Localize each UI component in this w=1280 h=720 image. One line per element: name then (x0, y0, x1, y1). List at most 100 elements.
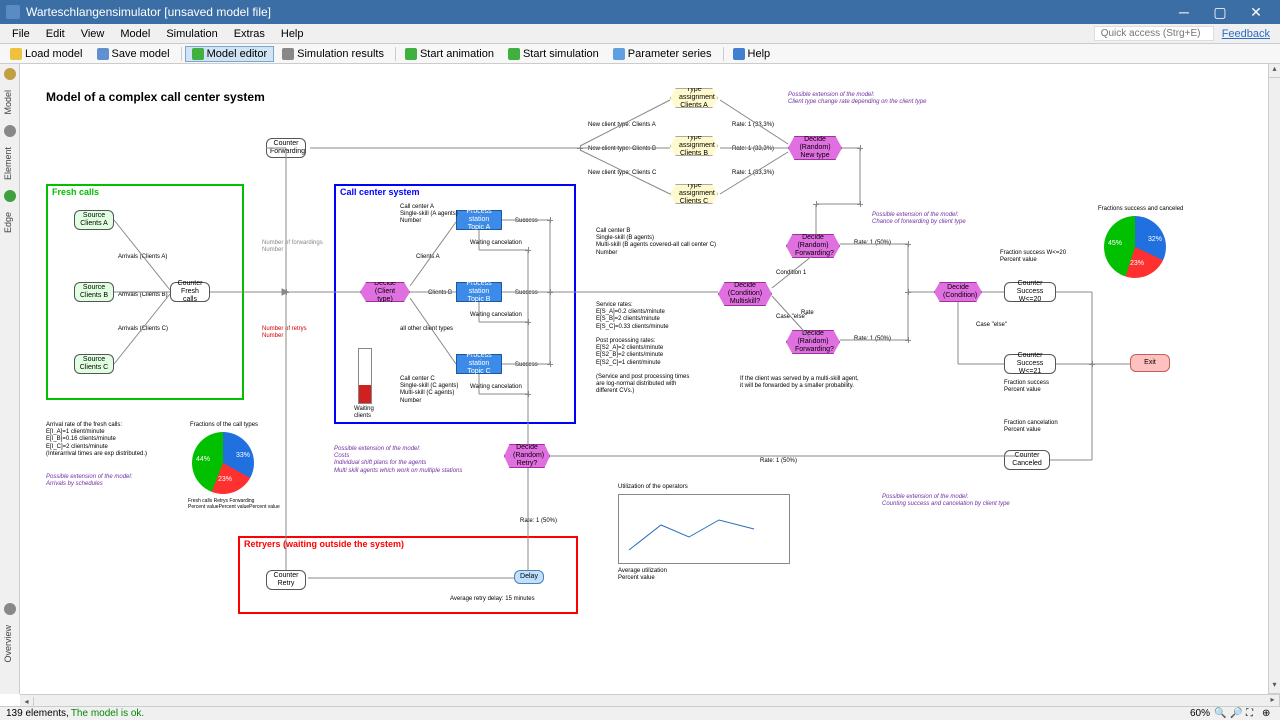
save-model-button[interactable]: Save model (91, 47, 176, 61)
label: Help (748, 48, 771, 60)
junction (547, 289, 553, 295)
label-rate50-1: Rate: 1 (50%) (854, 240, 891, 247)
model-editor-button[interactable]: Model editor (185, 46, 275, 62)
model-status: The model is ok. (71, 708, 144, 719)
zoom-in-icon[interactable]: 🔎 (1230, 708, 1242, 720)
overview-tab-icon[interactable] (4, 603, 16, 615)
label-success-b: Success (515, 290, 538, 297)
label-arrivals-b: Arrivals (Clients B) (118, 292, 168, 299)
element-tab[interactable]: Element (0, 141, 16, 186)
node-exit[interactable]: Exit (1130, 354, 1170, 372)
junction (525, 319, 531, 325)
chart-waiting-clients[interactable] (358, 348, 372, 404)
menu-extras[interactable]: Extras (226, 26, 273, 42)
node-decide-forwarding2[interactable]: Decide (Random) Forwarding? (786, 330, 840, 354)
node-decide-retry[interactable]: Decide (Random) Retry? (504, 444, 550, 468)
quick-access-input[interactable] (1094, 26, 1214, 41)
parameter-series-button[interactable]: Parameter series (607, 47, 718, 61)
menu-edit[interactable]: Edit (38, 26, 73, 42)
label-new-b: New client type: Clients B (588, 146, 656, 153)
node-counter-fresh[interactable]: Counter Fresh calls (170, 282, 210, 302)
node-delay[interactable]: Delay (514, 570, 544, 584)
label-arrivals-a: Arrivals (Clients A) (118, 254, 167, 261)
group-label: Call center system (340, 187, 420, 197)
label-rate: Rate (801, 310, 814, 317)
pie1-l1: 33% (236, 452, 250, 460)
note-frac-succ20: Fraction success W<=20 Percent value (1000, 250, 1066, 264)
label: Load model (25, 48, 83, 60)
zoom-fit-icon[interactable]: ⛶ (1246, 708, 1258, 720)
window-title: Warteschlangensimulator [unsaved model f… (26, 5, 1166, 19)
label-all-other: all other client types (400, 326, 453, 333)
note-multiskill: If the client was served by a multi-skil… (740, 376, 859, 390)
overview-tab[interactable]: Overview (0, 619, 16, 669)
minimize-button[interactable]: ─ (1166, 0, 1202, 24)
note-ext4: Possible extension of the model: Costs I… (334, 446, 462, 475)
zoom-out-icon[interactable]: 🔍 (1214, 708, 1226, 720)
node-assign-a[interactable]: Type assignment Clients A (670, 88, 718, 108)
menubar: File Edit View Model Simulation Extras H… (0, 24, 1280, 44)
junction (905, 289, 911, 295)
node-source-a[interactable]: Source Clients A (74, 210, 114, 230)
scroll-up-button[interactable]: ▴ (1269, 64, 1280, 78)
note-frac-cancel: Fraction cancelationPercent value (1004, 420, 1058, 434)
menu-simulation[interactable]: Simulation (158, 26, 225, 42)
zoom-center-icon[interactable]: ⊕ (1262, 708, 1274, 720)
feedback-link[interactable]: Feedback (1222, 28, 1270, 40)
node-assign-c[interactable]: Type assignment Clients C (670, 184, 718, 204)
edge-tab-icon[interactable] (4, 190, 16, 202)
junction (547, 217, 553, 223)
note-cc-b: Call center B Single-skill (B agents) Mu… (596, 228, 716, 257)
menu-view[interactable]: View (73, 26, 113, 42)
start-simulation-button[interactable]: Start simulation (502, 47, 605, 61)
model-canvas[interactable]: Model of a complex call center system Fr… (20, 64, 1268, 694)
label-caseelse2: Case "else" (976, 322, 1007, 329)
label-rate33-a: Rate: 1 (33,3%) (732, 122, 774, 129)
start-animation-button[interactable]: Start animation (399, 47, 500, 61)
pie1-legend: Fresh calls Retrys ForwardingPercent val… (188, 498, 280, 510)
help-button[interactable]: Help (727, 47, 777, 61)
maximize-button[interactable]: ▢ (1202, 0, 1238, 24)
menu-model[interactable]: Model (112, 26, 158, 42)
label-clients-b: Clients B (428, 290, 452, 297)
menu-help[interactable]: Help (273, 26, 312, 42)
node-counter-canceled[interactable]: Counter Canceled (1004, 450, 1050, 470)
label-fractions-types: Fractions of the call types (190, 422, 258, 429)
node-assign-b[interactable]: Type assignment Clients B (670, 136, 718, 156)
node-counter-success2[interactable]: Counter Success W<=21 (1004, 354, 1056, 374)
chart-utilization[interactable] (618, 494, 790, 564)
node-counter-success[interactable]: Counter Success W<=20 (1004, 282, 1056, 302)
load-model-button[interactable]: Load model (4, 47, 89, 61)
node-decide-new-type[interactable]: Decide (Random) New type (788, 136, 842, 160)
label-new-a: New client type: Clients A (588, 122, 656, 129)
label: Parameter series (628, 48, 712, 60)
note-ext2: Possible extension of the model: Chance … (872, 212, 966, 226)
node-source-b[interactable]: Source Clients B (74, 282, 114, 302)
node-topic-c[interactable]: Process station Topic C (456, 354, 502, 374)
node-decide-client-type[interactable]: Decide (Client type) (360, 282, 410, 302)
horizontal-scrollbar[interactable]: ◂ ▸ (20, 694, 1280, 706)
edge-tab[interactable]: Edge (0, 206, 16, 239)
node-decide-forwarding[interactable]: Decide (Random) Forwarding? (786, 234, 840, 258)
node-topic-a[interactable]: Process station Topic A (456, 210, 502, 230)
model-tab[interactable]: Model (0, 84, 16, 121)
node-decide-multiskill[interactable]: Decide (Condition) Multiskill? (718, 282, 772, 306)
node-topic-b[interactable]: Process station Topic B (456, 282, 502, 302)
node-counter-retry[interactable]: Counter Retry (266, 570, 306, 590)
node-decide-condition[interactable]: Decide (Condition) (934, 282, 982, 302)
menu-file[interactable]: File (4, 26, 38, 42)
simulation-results-button[interactable]: Simulation results (276, 47, 390, 61)
label-rate50-3: Rate: 1 (50%) (520, 518, 557, 525)
vertical-scrollbar[interactable]: ▴ ▾ (1268, 64, 1280, 694)
scroll-down-button[interactable]: ▾ (1269, 680, 1280, 694)
node-counter-forwarding[interactable]: Counter Forwarding (266, 138, 306, 158)
element-tab-icon[interactable] (4, 125, 16, 137)
label: Start animation (420, 48, 494, 60)
close-button[interactable]: ✕ (1238, 0, 1274, 24)
label-utilization: Utilization of the operators (618, 484, 688, 491)
element-count: 139 elements, (6, 708, 69, 719)
note-ext5: Possible extension of the model: Arrival… (46, 474, 132, 488)
model-tab-icon[interactable] (4, 68, 16, 80)
node-source-c[interactable]: Source Clients C (74, 354, 114, 374)
note-frac-succ: Fraction successPercent value (1004, 380, 1049, 394)
